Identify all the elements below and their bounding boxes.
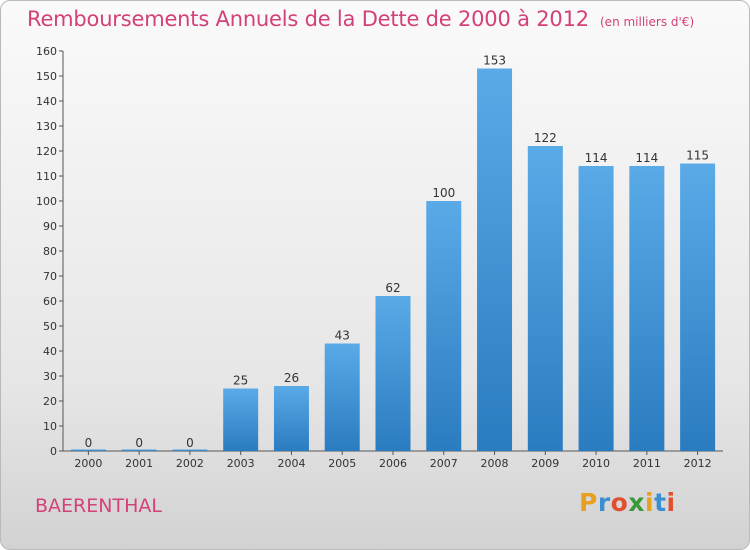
x-tick-label: 2009 bbox=[531, 457, 559, 470]
x-tick-label: 2002 bbox=[176, 457, 204, 470]
value-label-2003: 25 bbox=[233, 374, 248, 388]
bar-2011 bbox=[629, 166, 665, 451]
y-tick-label: 30 bbox=[43, 370, 57, 383]
value-label-2007: 100 bbox=[432, 186, 455, 200]
y-tick-label: 150 bbox=[36, 70, 57, 83]
bar-2000 bbox=[70, 449, 106, 451]
bar-2003 bbox=[223, 388, 259, 451]
y-tick-label: 90 bbox=[43, 220, 57, 233]
bar-2002 bbox=[172, 449, 208, 451]
bars bbox=[70, 68, 716, 451]
x-tick-label: 2000 bbox=[74, 457, 102, 470]
x-tick-label: 2003 bbox=[227, 457, 255, 470]
value-label-2012: 115 bbox=[686, 149, 709, 163]
x-tick-label: 2008 bbox=[481, 457, 509, 470]
logo-letter: i bbox=[666, 488, 676, 517]
x-tick-label: 2001 bbox=[125, 457, 153, 470]
y-tick-label: 80 bbox=[43, 245, 57, 258]
commune-name: BAERENTHAL bbox=[35, 495, 162, 517]
y-tick-label: 100 bbox=[36, 195, 57, 208]
value-label-2008: 153 bbox=[483, 54, 506, 68]
y-tick-label: 120 bbox=[36, 145, 57, 158]
title-row: Remboursements Annuels de la Dette de 20… bbox=[27, 7, 694, 31]
bar-2007 bbox=[426, 201, 462, 451]
x-tick-label: 2006 bbox=[379, 457, 407, 470]
logo-letter: t bbox=[654, 488, 667, 517]
y-tick-label: 110 bbox=[36, 170, 57, 183]
x-tick-label: 2011 bbox=[633, 457, 661, 470]
y-tick-label: 130 bbox=[36, 120, 57, 133]
x-tick-label: 2010 bbox=[582, 457, 610, 470]
value-labels: 0 0 0 25 26 43 62 100 153 122 114 114 115 bbox=[85, 54, 710, 451]
y-tick-label: 0 bbox=[50, 445, 57, 458]
value-label-2009: 122 bbox=[534, 131, 557, 145]
y-tick-label: 140 bbox=[36, 95, 57, 108]
value-label-2005: 43 bbox=[335, 329, 350, 343]
bar-2010 bbox=[578, 166, 614, 451]
y-axis: 0 10 20 30 40 50 60 70 80 90 100 110 120 130 140 150 160 bbox=[36, 45, 64, 458]
y-tick-label: 10 bbox=[43, 420, 57, 433]
y-tick-label: 60 bbox=[43, 295, 57, 308]
bar-2008 bbox=[477, 68, 513, 451]
y-tick-label: 40 bbox=[43, 345, 57, 358]
y-tick-label: 160 bbox=[36, 45, 57, 58]
proxiti-logo[interactable]: Proxiti bbox=[579, 488, 676, 517]
bar-2009 bbox=[527, 146, 563, 451]
bar-2004 bbox=[273, 386, 309, 451]
logo-letter: o bbox=[610, 488, 629, 517]
value-label-2004: 26 bbox=[284, 371, 299, 385]
logo-letter: r bbox=[597, 488, 611, 517]
bar-2012 bbox=[680, 163, 716, 451]
x-tick-label: 2004 bbox=[277, 457, 305, 470]
chart-subtitle: (en milliers d'€) bbox=[600, 15, 695, 29]
x-tick-label: 2012 bbox=[684, 457, 712, 470]
value-label-2000: 0 bbox=[85, 436, 93, 450]
y-tick-label: 50 bbox=[43, 320, 57, 333]
logo-letter: P bbox=[579, 488, 598, 517]
value-label-2011: 114 bbox=[635, 151, 658, 165]
bar-2005 bbox=[324, 343, 360, 451]
y-tick-label: 70 bbox=[43, 270, 57, 283]
value-label-2010: 114 bbox=[585, 151, 608, 165]
x-axis: 2000 2001 2002 2003 2004 2005 2006 2007 2008 2009… bbox=[63, 450, 723, 470]
logo-letter: i bbox=[645, 488, 655, 517]
value-label-2001: 0 bbox=[135, 436, 143, 450]
bar-2001 bbox=[121, 449, 157, 451]
logo-letter: x bbox=[628, 488, 645, 517]
chart-title: Remboursements Annuels de la Dette de 20… bbox=[27, 7, 589, 31]
value-label-2002: 0 bbox=[186, 436, 194, 450]
bar-2006 bbox=[375, 296, 411, 451]
y-tick-label: 20 bbox=[43, 395, 57, 408]
x-tick-label: 2007 bbox=[430, 457, 458, 470]
value-label-2006: 62 bbox=[385, 281, 400, 295]
x-tick-label: 2005 bbox=[328, 457, 356, 470]
